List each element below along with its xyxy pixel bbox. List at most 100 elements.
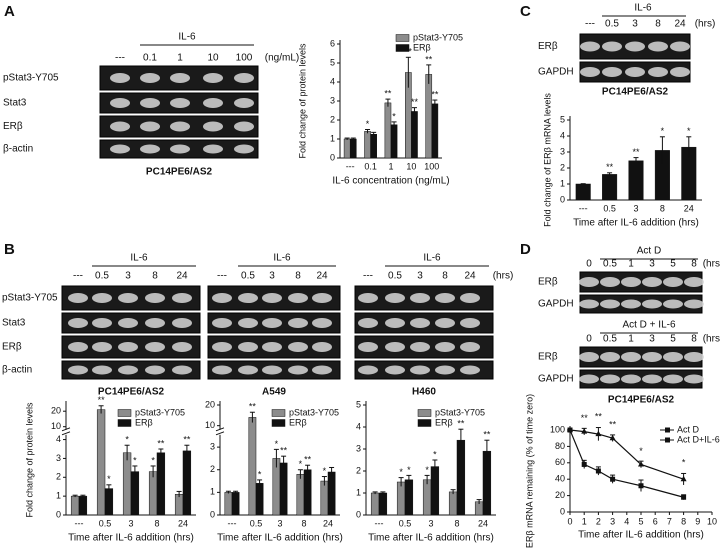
y-tick-label: 20 [555, 490, 565, 500]
band [621, 374, 641, 384]
lane-label: --- [217, 271, 227, 282]
bar [320, 480, 329, 516]
band [203, 98, 223, 108]
y-tick-label: 4 [56, 434, 61, 444]
row-label: GAPDH [538, 67, 574, 78]
y-tick-label: 0 [560, 194, 565, 204]
band [580, 41, 600, 52]
line [569, 429, 684, 498]
lane-label: 24 [464, 271, 476, 282]
significance: * [323, 466, 327, 476]
lane-label: --- [585, 19, 595, 30]
y-tick-label: 2 [210, 464, 215, 474]
y-axis-label: Fold change of protein levels [24, 402, 34, 518]
x-tick-label: --- [579, 203, 588, 213]
x-tick-label: 0.5 [99, 518, 112, 528]
marker [595, 430, 602, 437]
x-tick-label: 3 [277, 518, 282, 528]
band [145, 293, 165, 303]
lane-label: 24 [316, 271, 328, 282]
row-label: pStat3-Y705 [2, 293, 58, 304]
band [621, 277, 641, 287]
band [663, 299, 683, 309]
bar [174, 494, 184, 516]
y-tick-label: 3 [56, 453, 61, 463]
x-tick-label: 4 [624, 516, 629, 526]
band [312, 365, 332, 375]
band [385, 318, 405, 328]
significance: * [407, 465, 411, 475]
band [118, 342, 138, 352]
y-tick-label: 40 [555, 474, 565, 484]
x-tick-label: 24 [323, 518, 333, 528]
band [579, 352, 599, 362]
row-label: ERβ [2, 342, 22, 353]
y-tick-label: 0 [356, 509, 361, 519]
legend-label: ERβ [435, 417, 453, 427]
bar [378, 492, 388, 516]
lane-label: (hrs) [493, 271, 514, 282]
bar [70, 495, 80, 516]
row-label: Stat3 [3, 98, 27, 109]
band [663, 352, 683, 362]
blot-header: IL-6 [178, 32, 196, 43]
bar [130, 471, 140, 516]
y-tick-label: 10 [51, 421, 61, 431]
lane-label: (hrs) [695, 19, 716, 30]
legend-swatch [117, 419, 132, 427]
significance: ** [304, 455, 312, 465]
band [312, 293, 332, 303]
break-mark [61, 427, 71, 432]
panel-letter: A [4, 3, 15, 20]
x-axis-label: Time after IL-6 addition (hrs) [578, 530, 704, 541]
y-axis-label: Fold change of ERβ mRNA levels [542, 93, 552, 227]
row-label: ERβ [538, 277, 558, 288]
marker [567, 426, 573, 432]
lane-label: 0 [586, 259, 592, 270]
x-tick-label: 1 [388, 161, 393, 171]
bar [224, 492, 233, 516]
x-tick-label: 0 [567, 516, 572, 526]
bar [104, 488, 114, 516]
x-tick-label: 100 [424, 161, 439, 171]
band [68, 342, 88, 352]
significance: * [107, 474, 111, 484]
break-mark [215, 431, 225, 436]
band [234, 73, 254, 83]
band [288, 318, 308, 328]
y-tick-label: 0 [560, 506, 565, 516]
axis-break [216, 429, 224, 435]
lane-label: (ng/mL) [265, 53, 299, 64]
marker [638, 460, 644, 467]
band [145, 365, 165, 375]
bar [575, 183, 591, 201]
bar [248, 417, 257, 516]
band [172, 365, 192, 375]
band [435, 318, 455, 328]
significance: ** [411, 97, 419, 107]
y-axis-label: ERβ mRNA remaining (% of time zero) [524, 394, 534, 548]
band [172, 318, 192, 328]
band [460, 365, 480, 375]
lane-label: 1 [177, 53, 183, 64]
bar [425, 74, 433, 159]
significance: * [639, 446, 643, 456]
y-tick-label: 4 [330, 76, 335, 86]
band [460, 342, 480, 352]
significance: ** [595, 411, 603, 421]
lane-label: 0 [586, 334, 592, 345]
x-axis-label: Time after IL-6 addition (hrs) [573, 218, 699, 229]
y-tick-label: 60 [555, 457, 565, 467]
lane-label: 3 [125, 271, 131, 282]
lane-label: 1 [628, 334, 634, 345]
band [262, 342, 282, 352]
x-tick-label: 3 [633, 203, 638, 213]
x-tick-label: 0.5 [250, 518, 263, 528]
row-label: pStat3-Y705 [3, 73, 59, 84]
lane-label: 8 [152, 271, 158, 282]
significance: * [399, 467, 403, 477]
y-tick-label: 100 [550, 424, 565, 434]
cell-line: PC14PE6/AS2 [98, 387, 165, 398]
y-tick-label: 3 [210, 441, 215, 451]
lane-label: --- [115, 53, 125, 64]
